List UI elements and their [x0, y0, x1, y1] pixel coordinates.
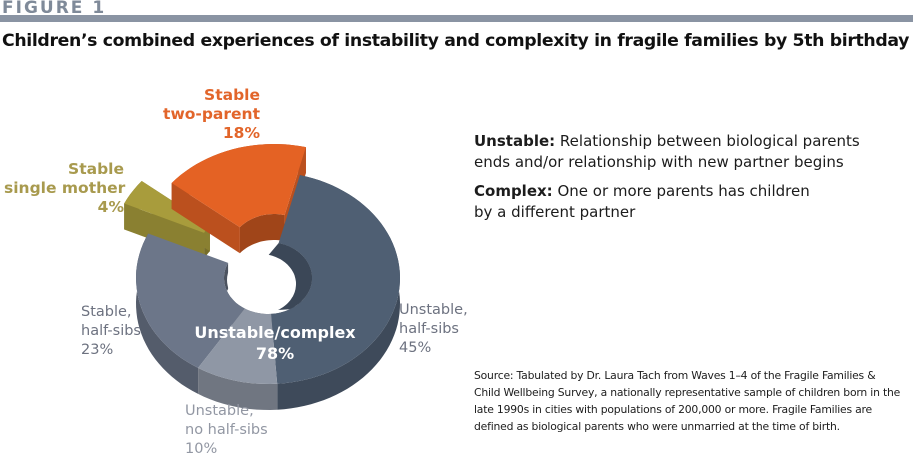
source-line: Source: Tabulated by Dr. Laura Tach from…: [474, 369, 876, 382]
group-value: 78%: [255, 344, 295, 363]
label-line: half-sibs: [81, 323, 141, 339]
source-line: Child Wellbeing Survey, a nationally rep…: [474, 386, 901, 399]
label-value: 45%: [399, 340, 432, 356]
group-label: Unstable/complex: [194, 323, 356, 342]
label-line: Stable: [204, 86, 260, 104]
definition-unstable: Unstable: Relationship between biologica…: [474, 131, 904, 173]
definition-complex: Complex: One or more parents has childre…: [474, 181, 904, 223]
definition-text: Relationship between biological parents: [559, 132, 860, 150]
donut-inner-shadow: [268, 243, 312, 310]
source-line: late 1990s in cities with populations of…: [474, 403, 872, 416]
label-line: Unstable,: [185, 403, 254, 419]
label-value: 23%: [81, 342, 114, 358]
slice-top-face: [271, 175, 400, 384]
slice-inner-wall: [239, 214, 285, 254]
label-value: 18%: [222, 124, 260, 142]
group-annotation-unstable-complex: Unstable/complex 78%: [190, 322, 360, 364]
source-line: defined as biological parents who were u…: [474, 420, 840, 433]
slice-label-unstable-half-sibs: Unstable, half-sibs 45%: [399, 301, 468, 358]
label-line: half-sibs: [399, 321, 459, 337]
source-note: Source: Tabulated by Dr. Laura Tach from…: [474, 367, 914, 435]
slice-top-face: [124, 181, 210, 233]
label-line: Stable: [68, 160, 124, 178]
label-line: Stable,: [81, 304, 132, 320]
slice-outer-wall: [198, 367, 278, 410]
definition-text: One or more parents has children: [557, 182, 810, 200]
definitions: Unstable: Relationship between biologica…: [474, 131, 904, 231]
slice-label-stable-half-sibs: Stable, half-sibs 23%: [81, 303, 141, 360]
definition-term: Unstable:: [474, 132, 556, 150]
label-line: no half-sibs: [185, 422, 268, 438]
label-line: Unstable,: [399, 302, 468, 318]
slice-label-stable-two-parent: Stable two-parent 18%: [160, 86, 260, 143]
label-line: two-parent: [163, 105, 260, 123]
slice-stable-single-mother: [124, 181, 210, 259]
label-value: 4%: [97, 198, 124, 216]
figure-label: FIGURE 1: [2, 0, 107, 18]
slice-label-unstable-no-half-sibs: Unstable, no half-sibs 10%: [185, 402, 268, 459]
slice-side-face: [171, 183, 240, 254]
slice-label-stable-single-mother: Stable single mother 4%: [4, 160, 126, 217]
header-rule: [0, 15, 913, 22]
label-value: 10%: [185, 441, 218, 457]
definition-text: by a different partner: [474, 203, 636, 221]
slice-side-face: [124, 203, 205, 259]
slice-unstable-no-half-sibs: [198, 308, 278, 410]
slice-top-face: [198, 308, 278, 384]
slice-outer-wall: [136, 233, 199, 394]
definition-term: Complex:: [474, 182, 553, 200]
chart-title: Children’s combined experiences of insta…: [2, 31, 910, 51]
slice-top-face: [136, 233, 245, 368]
slice-top-face: [171, 144, 306, 228]
label-line: single mother: [4, 179, 126, 197]
definition-text: ends and/or relationship with new partne…: [474, 153, 844, 171]
